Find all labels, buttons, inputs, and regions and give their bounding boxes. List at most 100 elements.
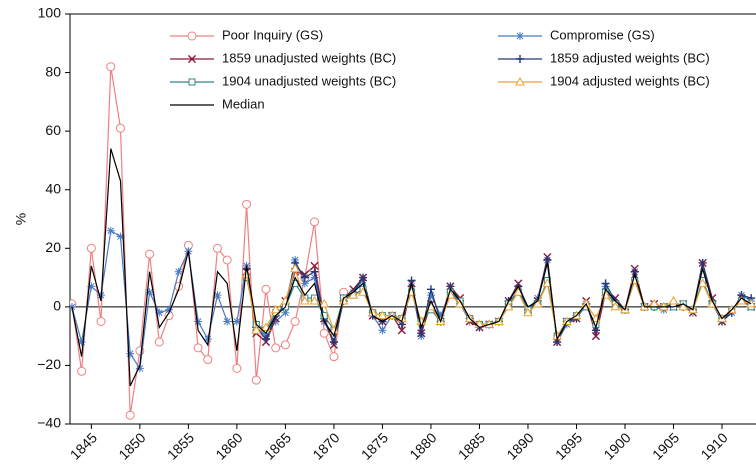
marker — [697, 278, 708, 287]
marker — [232, 317, 241, 326]
marker — [281, 308, 290, 317]
marker — [543, 256, 552, 264]
x-tick-label: 1900 — [600, 429, 633, 462]
y-tick-label: 40 — [45, 180, 61, 196]
marker — [271, 317, 280, 326]
x-tick-label: 1905 — [649, 429, 682, 462]
marker — [87, 282, 96, 291]
marker — [115, 123, 125, 133]
x-tick-label: 1855 — [164, 429, 197, 462]
legend-marker — [187, 54, 197, 64]
marker — [426, 291, 435, 300]
y-axis-label: % — [13, 213, 29, 225]
marker — [348, 290, 359, 299]
marker — [262, 335, 270, 344]
legend-label: 1859 adjusted weights (BC) — [550, 50, 710, 65]
marker — [338, 295, 349, 305]
marker — [417, 329, 426, 338]
legend-label: 1904 unadjusted weights (BC) — [222, 73, 396, 88]
marker — [77, 338, 86, 346]
x-tick-label: 1910 — [697, 429, 730, 462]
x-tick-label: 1885 — [455, 429, 488, 462]
y-tick-label: 100 — [38, 5, 62, 21]
marker — [319, 328, 329, 338]
y-tick-label: 20 — [45, 239, 61, 255]
marker — [377, 310, 388, 320]
marker — [300, 279, 309, 288]
y-tick-label: 60 — [45, 122, 61, 138]
marker — [116, 232, 125, 241]
marker — [125, 410, 135, 420]
x-tick-label: 1870 — [309, 429, 342, 462]
marker — [106, 62, 116, 72]
marker — [329, 352, 339, 362]
marker — [145, 249, 155, 259]
y-tick-label: −20 — [37, 356, 61, 372]
marker — [407, 276, 416, 285]
marker — [310, 261, 319, 270]
marker — [154, 337, 164, 347]
marker — [223, 317, 232, 326]
legend-label: Compromise (GS) — [550, 27, 655, 42]
marker — [668, 295, 679, 305]
marker — [309, 295, 320, 305]
y-tick-label: 80 — [45, 63, 61, 79]
x-tick-label: 1895 — [552, 429, 585, 462]
y-tick-label: −40 — [37, 415, 61, 431]
marker — [106, 226, 115, 235]
marker — [532, 298, 543, 308]
marker — [523, 307, 533, 317]
legend-label: 1904 adjusted weights (BC) — [550, 73, 710, 88]
marker — [290, 317, 300, 326]
marker — [251, 325, 262, 334]
marker — [436, 311, 445, 320]
marker — [251, 375, 261, 385]
y-tick-label: 0 — [53, 298, 61, 314]
x-tick-label: 1865 — [261, 429, 294, 462]
series-line — [71, 148, 752, 387]
marker — [329, 338, 338, 346]
marker — [232, 363, 242, 373]
marker — [601, 279, 610, 288]
legend-label: Poor Inquiry (GS) — [222, 27, 323, 42]
marker — [698, 258, 707, 267]
marker — [155, 308, 164, 317]
marker — [70, 302, 76, 311]
marker — [610, 301, 621, 311]
marker — [193, 343, 203, 353]
marker — [203, 335, 212, 344]
marker — [359, 273, 368, 282]
marker — [591, 332, 600, 341]
legend-marker — [516, 32, 524, 40]
marker — [678, 301, 689, 311]
marker — [261, 284, 271, 294]
marker — [310, 267, 319, 276]
marker — [319, 298, 330, 308]
marker — [164, 305, 173, 314]
marker — [320, 312, 328, 320]
x-tick-label: 1850 — [115, 429, 148, 462]
marker — [212, 243, 222, 253]
marker — [290, 263, 300, 273]
legend-marker — [188, 78, 196, 86]
legend-label: 1859 unadjusted weights (BC) — [222, 50, 396, 65]
marker — [242, 199, 252, 209]
marker — [213, 291, 222, 300]
marker — [299, 295, 310, 305]
marker — [397, 326, 406, 335]
x-tick-label: 1875 — [358, 429, 391, 462]
marker — [126, 349, 135, 358]
marker — [310, 273, 319, 282]
marker — [378, 326, 387, 335]
marker — [300, 273, 309, 282]
x-tick-label: 1880 — [406, 429, 439, 462]
legend-marker — [515, 76, 525, 86]
marker — [426, 285, 435, 294]
marker — [194, 317, 203, 326]
marker — [77, 366, 87, 376]
marker — [310, 217, 320, 227]
marker — [270, 304, 281, 314]
legend-marker — [516, 55, 524, 63]
marker — [86, 243, 96, 253]
